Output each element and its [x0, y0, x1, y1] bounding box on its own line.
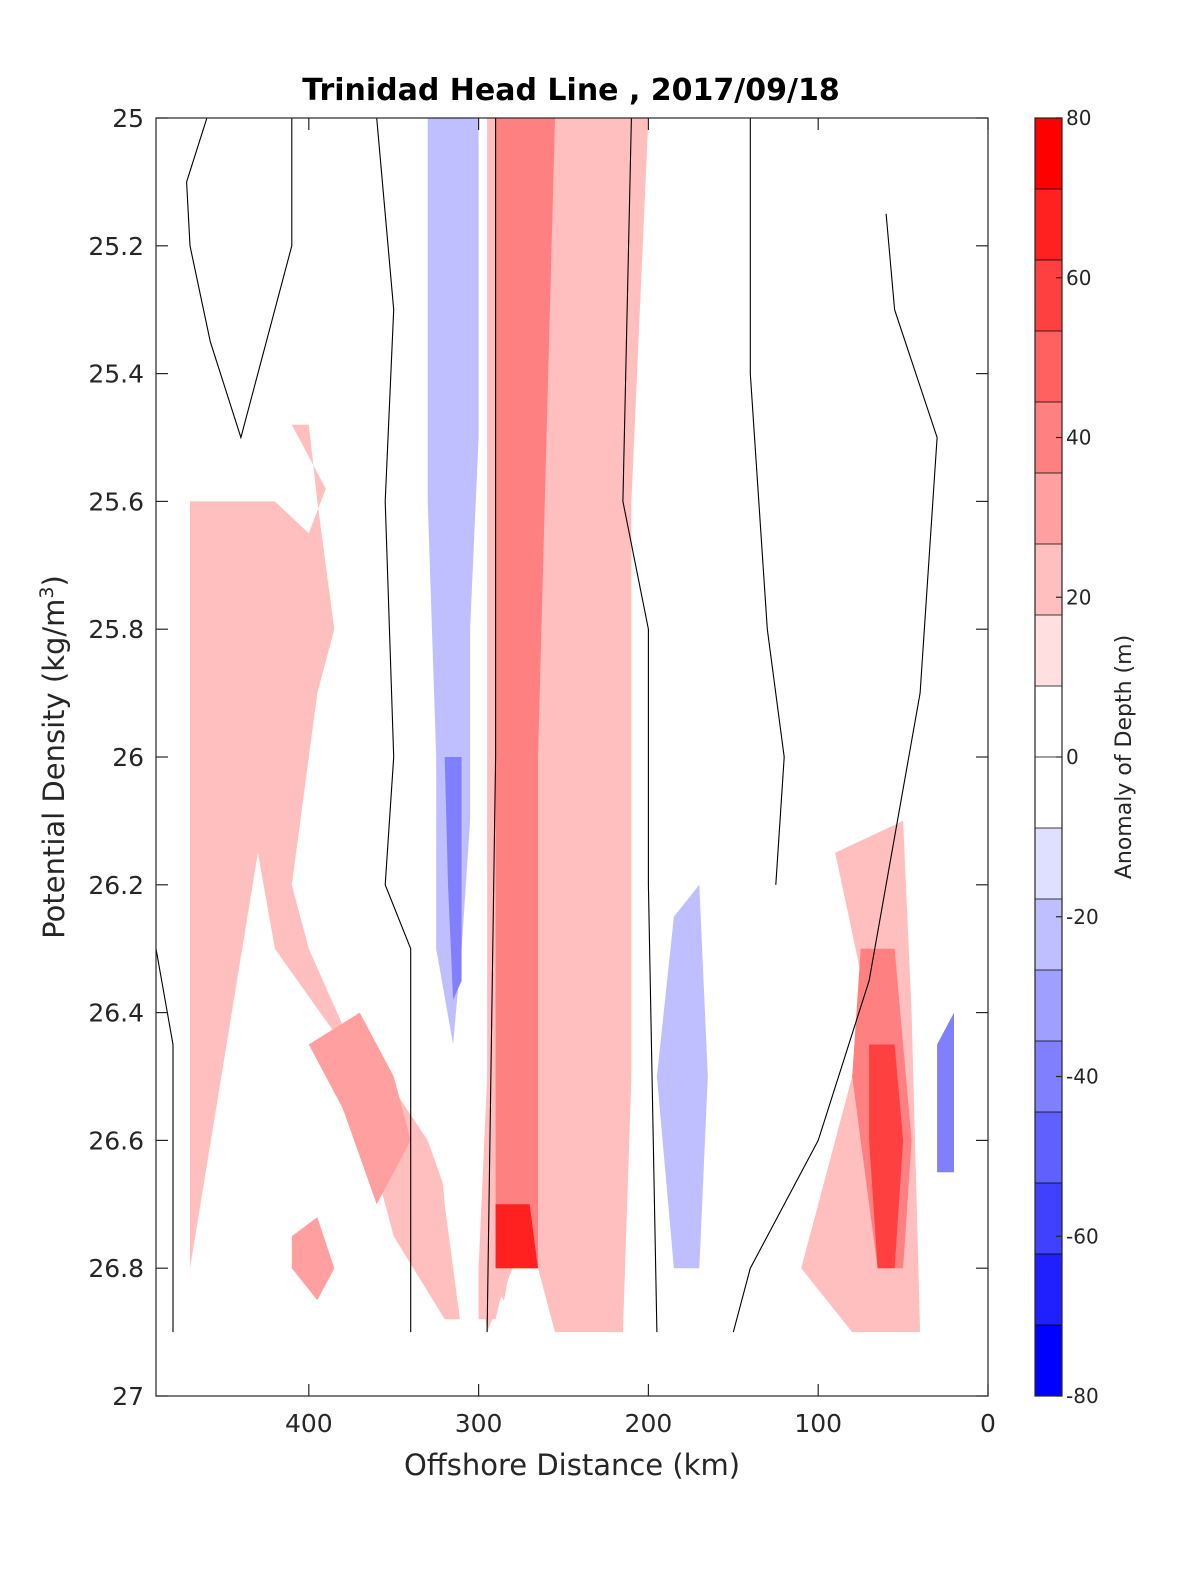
y-tick-label: 25.2 [88, 232, 144, 261]
zero-contour-3 [486, 118, 497, 1333]
colorbar-ticks: 80 60 40 20 0 -20 -40 -60 -80 [1056, 106, 1099, 1408]
neg-anomaly-inner-peak [444, 757, 462, 1000]
x-tick-label: 400 [285, 1409, 333, 1438]
zero-contour-5 [749, 118, 785, 885]
colorbar-tick-label: 60 [1066, 266, 1091, 290]
colorbar-block [1035, 1112, 1062, 1184]
y-tick-label: 26.6 [88, 1126, 144, 1155]
colorbar-block [1035, 544, 1062, 616]
contour-layer [155, 117, 938, 1333]
colorbar-block [1035, 260, 1062, 332]
pos-anomaly-offshore-lower [308, 1012, 411, 1205]
colorbar-block [1035, 970, 1062, 1042]
colorbar-block [1035, 1325, 1062, 1397]
plot-area [155, 117, 989, 1397]
colorbar-tick-label: -40 [1066, 1065, 1099, 1089]
x-axis-ticks: 400 300 200 100 0 [285, 118, 996, 1438]
neg-anomaly-nearshore [920, 820, 954, 1333]
colorbar-tick-label: -20 [1066, 905, 1099, 929]
y-axis-ticks: 25 25.2 25.4 25.6 25.8 26 26.2 26.4 26.6 26.8 27 [88, 104, 988, 1411]
zero-contour-6 [732, 213, 938, 1333]
chart-title: Trinidad Head Line , 2017/09/18 [302, 73, 839, 108]
colorbar-tick-label: 80 [1066, 106, 1091, 130]
zero-contour-2 [376, 117, 412, 1333]
colorbar-tick-label: 0 [1066, 745, 1079, 769]
neg-anomaly-offshore-top [240, 118, 275, 355]
colorbar-tick-label: 20 [1066, 585, 1091, 609]
x-tick-label: 0 [980, 1409, 996, 1438]
y-axis-label-close: ) [37, 575, 71, 586]
anomaly-layer [190, 118, 954, 1333]
y-tick-label: 26 [112, 743, 144, 772]
y-tick-label: 26.8 [88, 1254, 144, 1283]
colorbar-block [1035, 615, 1062, 687]
pos-anomaly-front-core [495, 118, 555, 1269]
zero-contour-4 [622, 117, 658, 1333]
x-axis-label: Offshore Distance (km) [404, 1448, 740, 1482]
x-tick-label: 300 [455, 1409, 503, 1438]
pos-anomaly-front-peak [495, 1204, 538, 1269]
colorbar-tick-label: -60 [1066, 1224, 1099, 1248]
neg-anomaly-nearshore-core [937, 1012, 954, 1173]
zero-contour-0 [186, 117, 293, 440]
colorbar-block [1035, 686, 1062, 758]
colorbar-block [1035, 757, 1062, 829]
pos-anomaly-offshore-deep [291, 1217, 335, 1301]
pos-anomaly-coastal-peak [869, 1044, 904, 1269]
neg-anomaly-upper-right [784, 118, 887, 515]
zero-contour-1 [155, 948, 174, 1333]
colorbar-label: Anomaly of Depth (m) [1112, 635, 1137, 879]
x-tick-label: 200 [625, 1409, 673, 1438]
colorbar-block [1035, 1254, 1062, 1326]
y-axis-label-superscript: 3 [36, 586, 58, 598]
colorbar-block [1035, 899, 1062, 971]
y-tick-label: 25.6 [88, 487, 144, 516]
colorbar-tick-label: 40 [1066, 426, 1091, 450]
y-axis-label: Potential Density (kg/m3) [36, 575, 71, 939]
colorbar-block [1035, 118, 1062, 190]
y-tick-label: 25.8 [88, 615, 144, 644]
y-tick-label: 27 [112, 1382, 144, 1411]
colorbar-block [1035, 1183, 1062, 1255]
colorbar-blocks [1035, 118, 1062, 1397]
colorbar-block [1035, 828, 1062, 900]
colorbar-block [1035, 189, 1062, 261]
y-tick-label: 25 [112, 104, 144, 133]
y-tick-label: 26.2 [88, 871, 144, 900]
y-tick-label: 25.4 [88, 360, 144, 389]
colorbar: 80 60 40 20 0 -20 -40 -60 -80 Anomaly of Depth (… [1034, 106, 1137, 1408]
pos-anomaly-offshore-column [190, 424, 547, 1333]
x-tick-label: 100 [794, 1409, 842, 1438]
y-axis-label-main: Potential Density (kg/m [37, 599, 71, 939]
colorbar-tick-label: -80 [1066, 1384, 1099, 1408]
neg-anomaly-inner-core [427, 118, 479, 1045]
neg-anomaly-shelf-core [656, 884, 708, 1269]
y-tick-label: 26.4 [88, 999, 144, 1028]
colorbar-block [1035, 473, 1062, 545]
colorbar-block [1035, 331, 1062, 403]
